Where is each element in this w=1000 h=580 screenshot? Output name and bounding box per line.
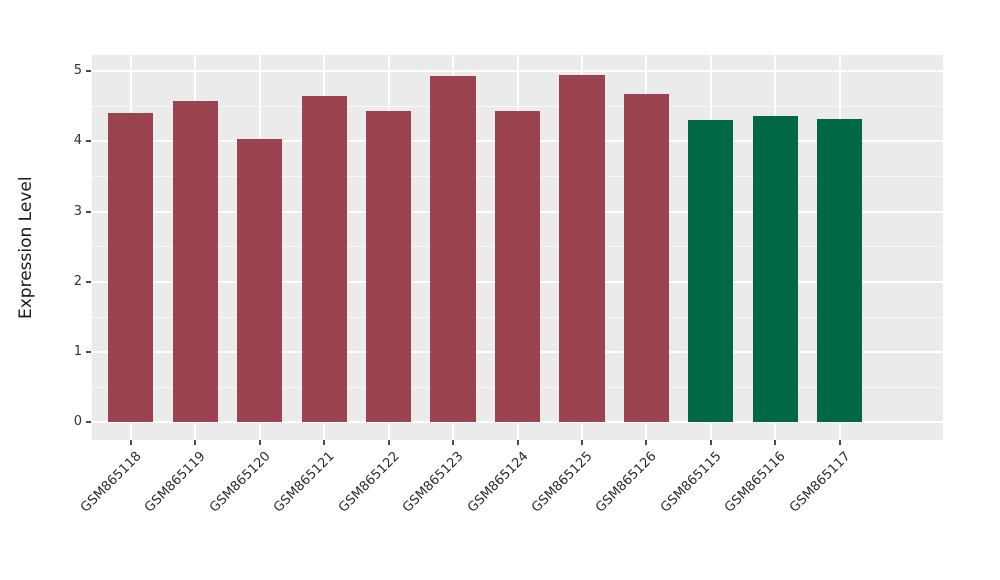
bar: [559, 74, 605, 423]
bar: [817, 118, 863, 423]
bar: [365, 111, 412, 423]
x-tick-mark: [774, 440, 777, 445]
x-tick-mark: [129, 440, 132, 445]
x-tick-mark: [323, 440, 326, 445]
bar: [108, 112, 154, 423]
bar: [752, 116, 798, 423]
x-tick-mark: [194, 440, 197, 445]
y-tick-label: 0: [73, 414, 82, 430]
y-tick-mark: [86, 280, 91, 283]
x-tick-mark: [838, 440, 841, 445]
x-tick-mark: [580, 440, 583, 445]
x-tick-mark: [709, 440, 712, 445]
y-tick-label: 1: [73, 344, 82, 360]
y-tick-mark: [86, 210, 91, 213]
y-tick-mark: [86, 70, 91, 73]
y-tick-label: 2: [73, 273, 82, 289]
y-tick-mark: [86, 421, 91, 424]
plot-panel: [92, 55, 943, 440]
x-tick-mark: [452, 440, 455, 445]
bar: [430, 76, 476, 423]
x-tick-mark: [645, 440, 648, 445]
bar: [237, 139, 283, 423]
y-tick-mark: [86, 351, 91, 354]
y-tick-mark: [86, 140, 91, 143]
bar: [301, 96, 347, 423]
x-tick-mark: [258, 440, 261, 445]
x-tick-mark: [516, 440, 519, 445]
bar: [688, 119, 734, 423]
y-axis-title: Expression Level: [16, 176, 36, 319]
x-tick-mark: [387, 440, 390, 445]
y-tick-label: 4: [73, 133, 82, 149]
bar: [494, 111, 541, 423]
bar: [623, 93, 669, 423]
y-tick-label: 3: [73, 203, 82, 219]
bar: [172, 101, 218, 423]
y-tick-label: 5: [73, 63, 82, 79]
